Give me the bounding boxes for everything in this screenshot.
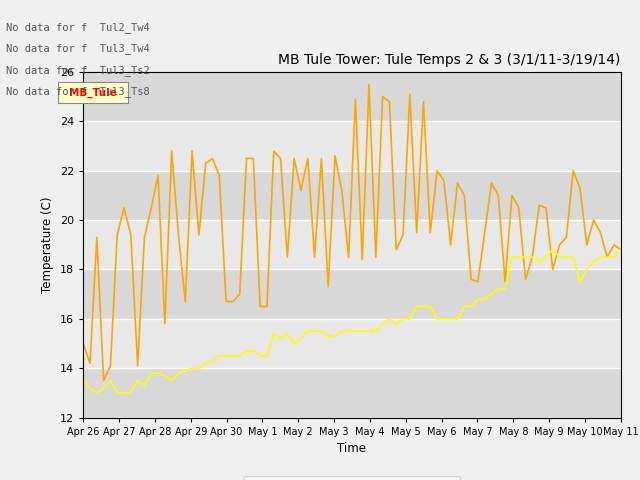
X-axis label: Time: Time	[337, 442, 367, 455]
Text: No data for f  Tul3_Ts8: No data for f Tul3_Ts8	[6, 86, 150, 97]
Text: No data for f  Tul3_Tw4: No data for f Tul3_Tw4	[6, 43, 150, 54]
Text: MB_Tule: MB_Tule	[69, 87, 116, 97]
Bar	[83, 269, 621, 319]
Bar	[83, 171, 621, 220]
Text: No data for f  Tul2_Tw4: No data for f Tul2_Tw4	[6, 22, 150, 33]
Text: MB Tule Tower: Tule Temps 2 & 3 (3/1/11-3/19/14): MB Tule Tower: Tule Temps 2 & 3 (3/1/11-…	[278, 53, 621, 67]
Bar	[83, 368, 621, 418]
Y-axis label: Temperature (C): Temperature (C)	[42, 196, 54, 293]
Legend: Tul2_Ts-2, Tul2_Ts-8: Tul2_Ts-2, Tul2_Ts-8	[244, 476, 460, 480]
Text: No data for f  Tul3_Ts2: No data for f Tul3_Ts2	[6, 65, 150, 76]
Bar	[83, 72, 621, 121]
